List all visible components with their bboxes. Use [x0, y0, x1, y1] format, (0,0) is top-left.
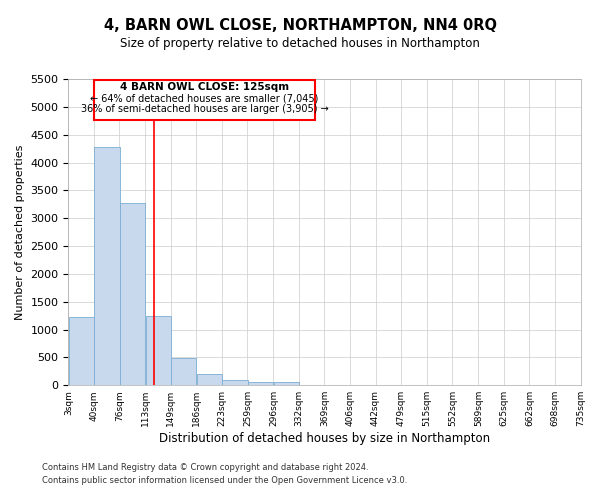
Text: 4 BARN OWL CLOSE: 125sqm: 4 BARN OWL CLOSE: 125sqm	[120, 82, 289, 92]
Y-axis label: Number of detached properties: Number of detached properties	[15, 144, 25, 320]
Text: Contains public sector information licensed under the Open Government Licence v3: Contains public sector information licen…	[42, 476, 407, 485]
Bar	[223, 380, 248, 385]
X-axis label: Distribution of detached houses by size in Northampton: Distribution of detached houses by size …	[159, 432, 490, 445]
Text: 36% of semi-detached houses are larger (3,905) →: 36% of semi-detached houses are larger (…	[80, 104, 328, 114]
Text: Size of property relative to detached houses in Northampton: Size of property relative to detached ho…	[120, 38, 480, 51]
Bar	[146, 316, 171, 385]
Bar	[119, 202, 145, 385]
Text: 4, BARN OWL CLOSE, NORTHAMPTON, NN4 0RQ: 4, BARN OWL CLOSE, NORTHAMPTON, NN4 0RQ	[104, 18, 497, 32]
FancyBboxPatch shape	[94, 80, 314, 120]
Bar	[197, 374, 222, 385]
Text: ← 64% of detached houses are smaller (7,045): ← 64% of detached houses are smaller (7,…	[90, 94, 319, 104]
Bar	[248, 382, 273, 385]
Bar	[274, 382, 299, 385]
Bar	[171, 358, 196, 385]
Bar	[94, 147, 120, 385]
Bar	[68, 318, 94, 385]
Text: Contains HM Land Registry data © Crown copyright and database right 2024.: Contains HM Land Registry data © Crown c…	[42, 464, 368, 472]
